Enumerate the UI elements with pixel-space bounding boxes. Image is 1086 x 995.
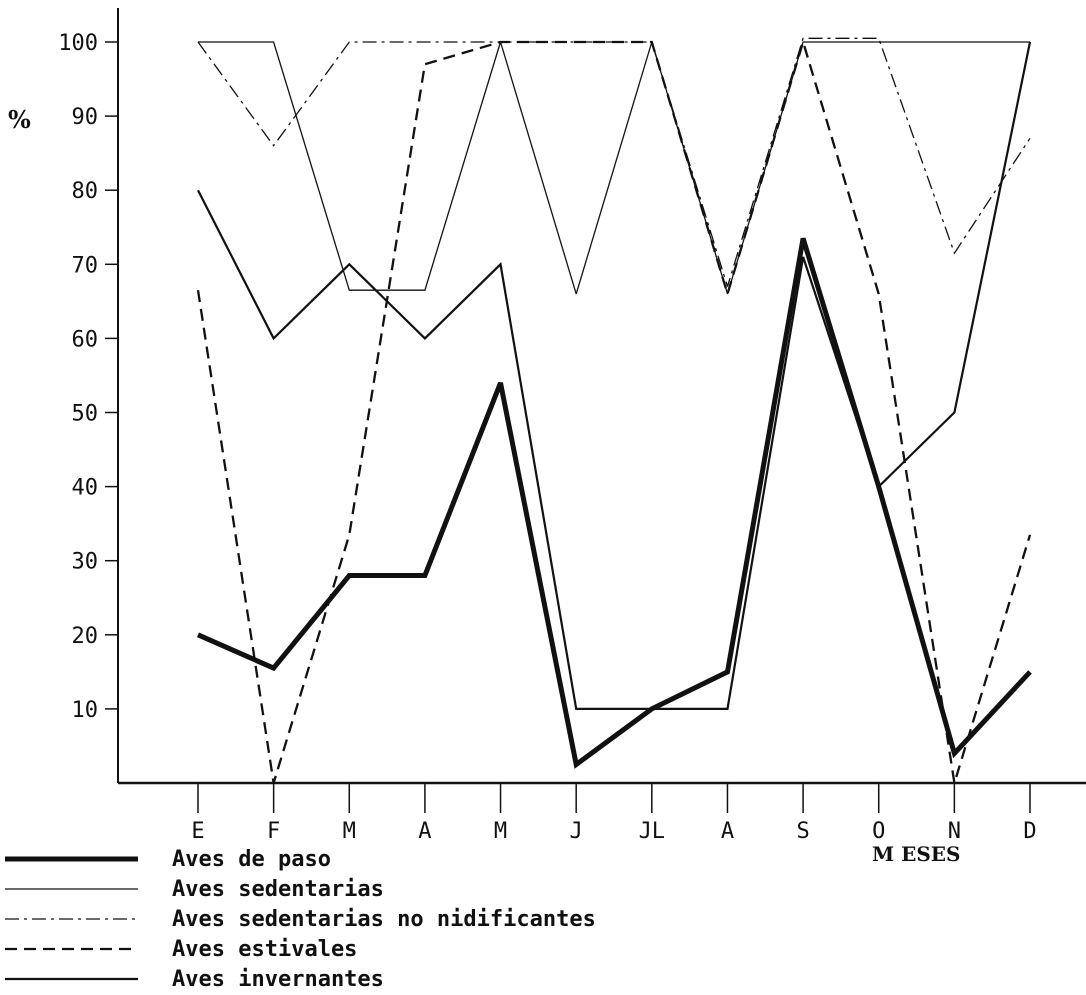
series-group: [196, 37, 1032, 784]
y-axis-label: %: [8, 105, 31, 134]
x-tick-label: A: [418, 819, 431, 844]
y-tick-label: 60: [72, 327, 99, 352]
y-axis-label-group: %: [8, 105, 31, 134]
y-tick-label: 20: [72, 624, 99, 649]
y-tick-label: 80: [72, 179, 99, 204]
x-tick-label: A: [721, 819, 734, 844]
y-tick-label: 70: [72, 253, 99, 278]
x-tick-label: M: [343, 819, 356, 844]
y-tick-label: 30: [72, 550, 99, 575]
legend-label: Aves estivales: [172, 937, 357, 962]
x-tick-label: E: [191, 819, 204, 844]
x-tick-label: JL: [639, 819, 666, 844]
y-tick-label: 50: [72, 402, 99, 427]
chart-axes: 10 20 30 40 50 60 70 80 90 100 E F M A M J JL A S O N D: [58, 8, 1086, 844]
series-line-5: [197, 41, 1032, 711]
legend-label: Aves sedentarias: [172, 877, 384, 902]
legend-label: Aves sedentarias no nidificantes: [172, 907, 596, 932]
legend-label: Aves invernantes: [172, 967, 384, 992]
x-axis-label: M ESES: [872, 842, 960, 866]
x-tick-label: S: [796, 819, 809, 844]
series-line-3: [197, 37, 1031, 287]
y-tick-label: 40: [72, 476, 99, 501]
x-tick-label: J: [570, 819, 583, 844]
series-line-4: [196, 40, 1032, 784]
x-tick-label: O: [872, 819, 885, 844]
y-tick-label: 10: [72, 698, 99, 723]
y-tick-label: 100: [58, 31, 98, 56]
x-tick-label: N: [948, 819, 961, 844]
x-tick-label: M: [494, 819, 507, 844]
y-tick-label: 90: [72, 105, 99, 130]
series-line-2: [198, 41, 1030, 295]
legend: Aves de paso Aves sedentarias Aves sedenta…: [5, 847, 596, 992]
x-tick-label: D: [1023, 819, 1036, 844]
legend-label: Aves de paso: [172, 847, 331, 872]
series-line-1: [196, 237, 1032, 769]
x-tick-label: F: [267, 819, 280, 844]
